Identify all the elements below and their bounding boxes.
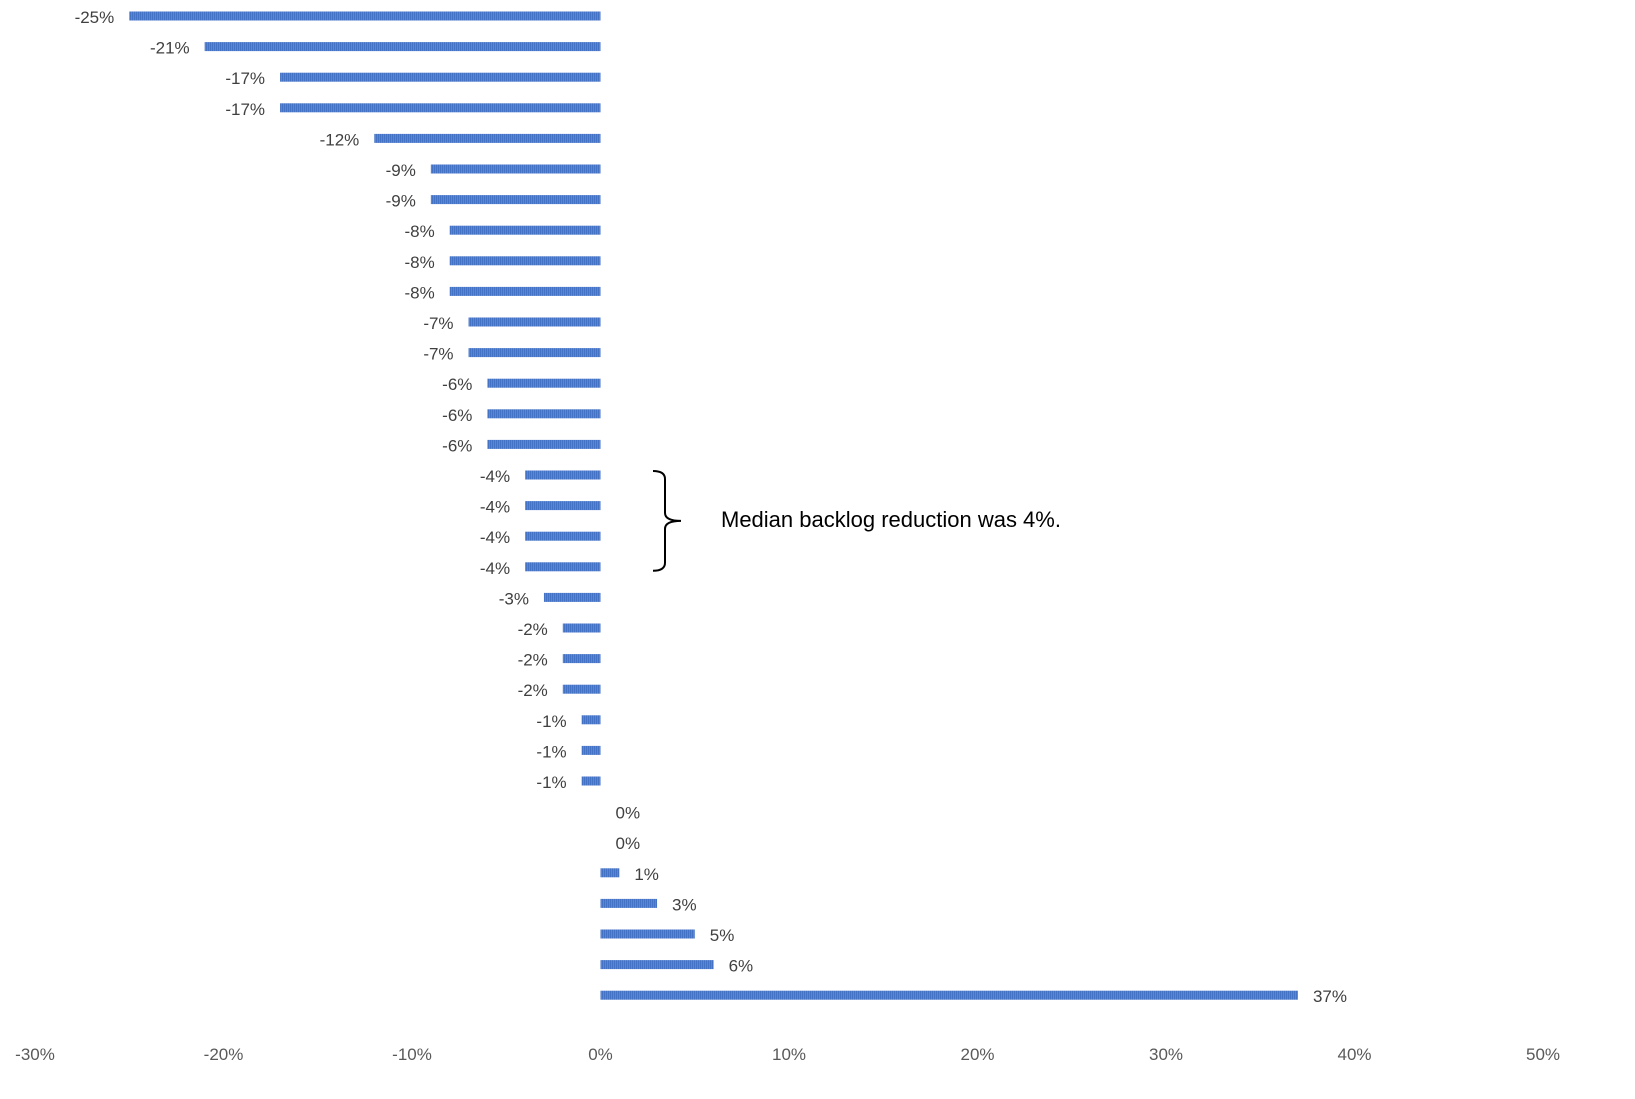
data-label: -1% — [536, 712, 566, 731]
data-label: -2% — [518, 651, 548, 670]
data-label: -3% — [499, 589, 529, 608]
data-label: -12% — [320, 130, 360, 149]
bar — [430, 195, 601, 205]
data-label: -4% — [480, 467, 510, 486]
bar — [600, 960, 714, 970]
bar — [562, 684, 601, 694]
data-label: -4% — [480, 559, 510, 578]
data-label: -1% — [536, 742, 566, 761]
x-tick-label: 50% — [1526, 1045, 1560, 1064]
bar — [525, 562, 601, 572]
x-tick-label: -10% — [392, 1045, 432, 1064]
data-label: -2% — [518, 620, 548, 639]
bar — [468, 317, 601, 327]
value-labels-layer: -25% -21% -17% -17% -12% -9% -9% -8% -8% -8% -7% -7… — [75, 8, 1347, 1006]
bar — [525, 501, 601, 511]
data-label: -9% — [386, 161, 416, 180]
annotation-layer — [652, 470, 682, 572]
x-tick-label: 40% — [1337, 1045, 1371, 1064]
data-label: -8% — [404, 283, 434, 302]
bar — [562, 623, 601, 633]
data-label: -8% — [404, 253, 434, 272]
data-label: 0% — [616, 804, 641, 823]
data-label: -4% — [480, 528, 510, 547]
data-label: -17% — [225, 69, 265, 88]
x-tick-label: -20% — [204, 1045, 244, 1064]
bar — [487, 439, 601, 449]
data-label: -6% — [442, 406, 472, 425]
data-label: 3% — [672, 895, 697, 914]
data-label: -17% — [225, 100, 265, 119]
x-tick-label: 30% — [1149, 1045, 1183, 1064]
data-label: -7% — [423, 345, 453, 364]
bar — [430, 164, 601, 174]
data-label: 5% — [710, 926, 735, 945]
median-bracket — [652, 470, 682, 572]
x-tick-label: 20% — [960, 1045, 994, 1064]
data-label: -2% — [518, 681, 548, 700]
bar — [543, 592, 601, 602]
data-label: -6% — [442, 375, 472, 394]
bar — [449, 286, 601, 296]
bar — [129, 11, 601, 21]
x-tick-label: -30% — [15, 1045, 55, 1064]
bar — [449, 256, 601, 266]
data-label: -6% — [442, 436, 472, 455]
x-tick-label: 0% — [588, 1045, 613, 1064]
data-label: -8% — [404, 222, 434, 241]
bar — [581, 776, 601, 786]
bar — [525, 470, 601, 480]
bar — [449, 225, 601, 235]
bar — [280, 72, 601, 82]
data-label: -7% — [423, 314, 453, 333]
bar — [525, 531, 601, 541]
bar — [600, 990, 1298, 1000]
bar — [581, 715, 601, 725]
data-label: -9% — [386, 192, 416, 211]
x-tick-label: 10% — [772, 1045, 806, 1064]
data-label: -1% — [536, 773, 566, 792]
data-label: 37% — [1313, 987, 1347, 1006]
bars-layer — [129, 11, 1298, 1000]
bar — [280, 103, 601, 113]
data-label: -4% — [480, 498, 510, 517]
data-label: 6% — [729, 957, 754, 976]
bar — [204, 42, 601, 52]
data-label: -21% — [150, 39, 190, 58]
bar — [374, 133, 601, 143]
bar — [600, 929, 695, 939]
bar — [468, 348, 601, 358]
bar — [487, 409, 601, 419]
data-label: 1% — [634, 865, 659, 884]
bar — [562, 654, 601, 664]
bar — [581, 745, 601, 755]
x-axis: -30% -20% -10% 0% 10% 20% 30% 40% 50% — [15, 1045, 1560, 1064]
bar — [600, 898, 658, 908]
median-annotation-text: Median backlog reduction was 4%. — [721, 506, 1061, 532]
bar — [487, 378, 601, 388]
bar — [600, 868, 620, 878]
data-label: -25% — [75, 8, 115, 27]
data-label: 0% — [616, 834, 641, 853]
